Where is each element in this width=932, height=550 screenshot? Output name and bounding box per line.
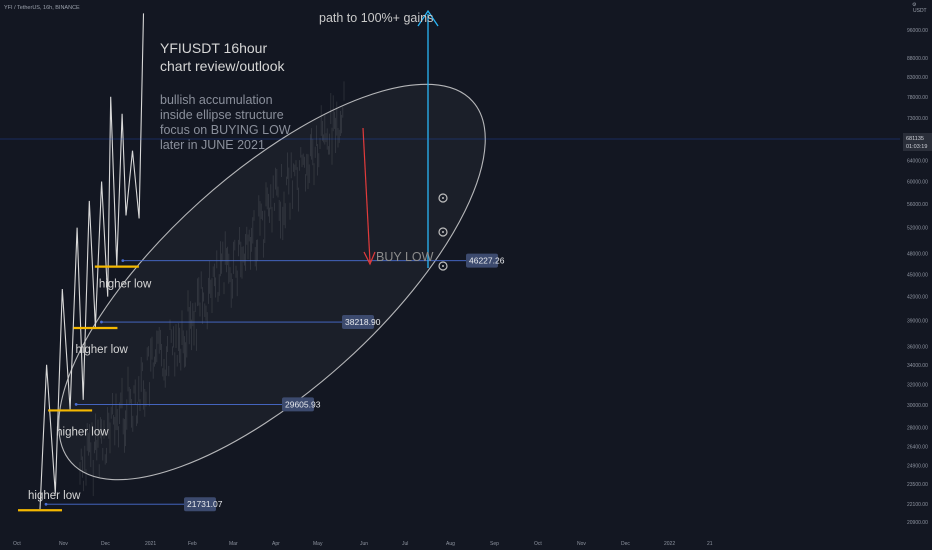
svg-text:681135: 681135 — [906, 136, 924, 142]
x-tick-label: Dec — [621, 541, 630, 547]
price-tag — [342, 315, 374, 330]
y-tick-label: 39000.00 — [907, 319, 928, 325]
down-arrow[interactable] — [362, 127, 376, 266]
y-tick-label: 96000.00 — [907, 28, 928, 34]
plus-circle-icon[interactable] — [438, 227, 448, 237]
x-tick-label: Aug — [446, 541, 455, 547]
current-price-tag: 681135 01:03:19 — [903, 133, 932, 151]
y-tick-label: 48000.00 — [907, 251, 928, 257]
higher-low-label: higher low — [99, 279, 152, 291]
x-tick-label: Jun — [360, 541, 368, 547]
x-tick-label: Jul — [402, 541, 408, 547]
y-tick-label: 23500.00 — [907, 482, 928, 488]
price-tag — [282, 397, 314, 412]
x-tick-label: Nov — [577, 541, 586, 547]
x-tick-label: Oct — [534, 541, 542, 547]
annotation-body-2: inside ellipse structure — [160, 108, 284, 122]
y-tick-label: 56000.00 — [907, 202, 928, 208]
projection-path[interactable] — [39, 13, 145, 510]
x-tick-label: Oct — [13, 541, 21, 547]
currency-badge: ⚙ USDT — [912, 2, 927, 14]
x-tick-label: Apr — [272, 541, 280, 547]
up-arrow[interactable] — [417, 9, 439, 268]
y-tick-label: 22100.00 — [907, 502, 928, 508]
annotation-title-2: chart review/outlook — [160, 58, 286, 74]
y-tick-label: 26400.00 — [907, 444, 928, 450]
x-tick-label: Mar — [229, 541, 238, 547]
higher-low-label: higher low — [56, 426, 109, 438]
y-tick-label: 32000.00 — [907, 382, 928, 388]
plus-circle-icon[interactable] — [438, 261, 448, 271]
time-axis[interactable]: Oct Nov Dec 2021 Feb Mar Apr May Jun Jul Aug Sep Oct… — [0, 537, 932, 550]
y-tick-label: 83000.00 — [907, 75, 928, 81]
higher-low-value: 46227.26 — [469, 256, 505, 266]
svg-text:01:03:19: 01:03:19 — [906, 144, 927, 150]
y-tick-label: 20900.00 — [907, 520, 928, 526]
y-tick-label: 64000.00 — [907, 159, 928, 165]
higher-low-value: 38218.90 — [345, 317, 381, 327]
path-label: path to 100%+ gains — [319, 11, 433, 25]
annotation-body-4: later in JUNE 2021 — [160, 138, 265, 152]
annotation-body-3: focus on BUYING LOW — [160, 123, 291, 137]
y-tick-label: 73000.00 — [907, 116, 928, 122]
y-tick-label: 88000.00 — [907, 56, 928, 62]
y-tick-label: 28000.00 — [907, 425, 928, 431]
price-tag — [184, 497, 216, 512]
x-tick-label: 2022 — [664, 541, 675, 547]
x-tick-label: Feb — [188, 541, 197, 547]
x-tick-label: Dec — [101, 541, 110, 547]
higher-low-marker[interactable]: 46227.26 higher low — [94, 253, 505, 291]
higher-low-value: 29605.93 — [285, 399, 321, 409]
annotation-title-1: YFIUSDT 16hour — [160, 40, 267, 56]
higher-low-marker[interactable]: 38218.90 higher low — [73, 315, 381, 356]
higher-low-label: higher low — [75, 344, 128, 356]
plus-circle-icon[interactable] — [438, 193, 448, 203]
higher-low-label: higher low — [28, 490, 81, 502]
x-tick-label: 2021 — [145, 541, 156, 547]
x-tick-label: Sep — [490, 541, 499, 547]
annotation-body-1: bullish accumulation — [160, 93, 273, 107]
y-tick-label: 34000.00 — [907, 363, 928, 369]
price-axis[interactable]: 20900.00 22100.00 23500.00 24900.00 26400.00… — [905, 0, 932, 550]
svg-text:USDT: USDT — [913, 8, 927, 14]
x-tick-label: May — [313, 541, 323, 547]
y-tick-label: 36000.00 — [907, 344, 928, 350]
x-tick-label: Nov — [59, 541, 68, 547]
candle-background — [79, 81, 345, 497]
buy-low-label: BUY LOW — [376, 250, 434, 264]
higher-low-marker[interactable]: 21731.07 higher low — [18, 490, 223, 512]
higher-low-marker[interactable]: 29605.93 higher low — [48, 397, 321, 438]
higher-low-value: 21731.07 — [187, 499, 223, 509]
y-tick-label: 42000.00 — [907, 295, 928, 301]
svg-text:⚙: ⚙ — [912, 2, 917, 8]
y-tick-label: 24900.00 — [907, 463, 928, 469]
x-tick-label: 21 — [707, 541, 713, 547]
price-tag — [466, 253, 498, 268]
y-tick-label: 52000.00 — [907, 226, 928, 232]
y-tick-label: 45000.00 — [907, 272, 928, 278]
y-tick-label: 60000.00 — [907, 179, 928, 185]
y-tick-label: 30000.00 — [907, 403, 928, 409]
symbol-line: YFI / TetherUS, 16h, BINANCE — [4, 5, 80, 11]
accumulation-ellipse[interactable] — [0, 21, 545, 543]
y-tick-label: 78000.00 — [907, 95, 928, 101]
